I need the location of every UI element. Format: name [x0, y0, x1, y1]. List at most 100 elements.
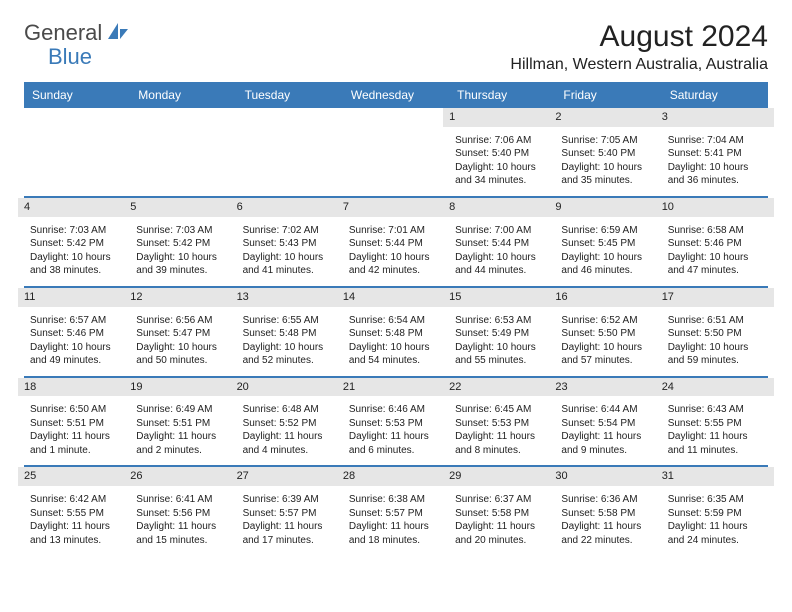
day-cell: Sunrise: 6:42 AMSunset: 5:55 PMDaylight:…	[24, 489, 130, 555]
day-header: Thursday	[449, 82, 555, 108]
day-cell: Sunrise: 6:46 AMSunset: 5:53 PMDaylight:…	[343, 399, 449, 466]
daylight-text: Daylight: 10 hours	[30, 251, 124, 265]
day-cell: Sunrise: 7:04 AMSunset: 5:41 PMDaylight:…	[662, 130, 768, 197]
day-number-cell: 28	[343, 466, 449, 489]
day-number: 14	[337, 288, 455, 307]
day-number: 26	[124, 467, 242, 486]
daylight-text: and 36 minutes.	[668, 174, 762, 188]
day-cell: Sunrise: 6:43 AMSunset: 5:55 PMDaylight:…	[662, 399, 768, 466]
sunrise-text: Sunrise: 7:06 AM	[455, 134, 549, 148]
day-number-cell: 14	[343, 287, 449, 310]
daylight-text: Daylight: 11 hours	[243, 430, 337, 444]
sunset-text: Sunset: 5:46 PM	[30, 327, 124, 341]
daylight-text: Daylight: 11 hours	[136, 520, 230, 534]
day-number: 22	[443, 378, 561, 397]
day-number: 21	[337, 378, 455, 397]
sunrise-text: Sunrise: 6:54 AM	[349, 314, 443, 328]
month-title: August 2024	[510, 20, 768, 54]
day-number-cell: 13	[237, 287, 343, 310]
day-number: 3	[656, 108, 774, 127]
daylight-text: and 13 minutes.	[30, 534, 124, 548]
daylight-text: and 34 minutes.	[455, 174, 549, 188]
sail-icon	[106, 21, 130, 46]
day-cell: Sunrise: 6:54 AMSunset: 5:48 PMDaylight:…	[343, 310, 449, 377]
daylight-text: Daylight: 10 hours	[561, 161, 655, 175]
daylight-text: Daylight: 11 hours	[349, 520, 443, 534]
day-cell	[343, 130, 449, 197]
daylight-text: Daylight: 10 hours	[349, 251, 443, 265]
day-header: Tuesday	[237, 82, 343, 108]
calendar-table: SundayMondayTuesdayWednesdayThursdayFrid…	[24, 82, 768, 555]
sunset-text: Sunset: 5:58 PM	[455, 507, 549, 521]
day-number-cell: 21	[343, 377, 449, 400]
sunset-text: Sunset: 5:40 PM	[561, 147, 655, 161]
day-number-cell: 31	[662, 466, 768, 489]
day-number: 1	[443, 108, 561, 127]
daylight-text: Daylight: 11 hours	[455, 430, 549, 444]
day-cell: Sunrise: 6:36 AMSunset: 5:58 PMDaylight:…	[555, 489, 661, 555]
daylight-text: Daylight: 10 hours	[136, 341, 230, 355]
daylight-text: and 42 minutes.	[349, 264, 443, 278]
sunrise-text: Sunrise: 6:56 AM	[136, 314, 230, 328]
sunrise-text: Sunrise: 7:03 AM	[30, 224, 124, 238]
sunset-text: Sunset: 5:52 PM	[243, 417, 337, 431]
daylight-text: Daylight: 11 hours	[30, 520, 124, 534]
day-number-cell: 30	[555, 466, 661, 489]
sunset-text: Sunset: 5:48 PM	[349, 327, 443, 341]
sunrise-text: Sunrise: 6:53 AM	[455, 314, 549, 328]
day-number: 13	[231, 288, 349, 307]
day-cell: Sunrise: 6:56 AMSunset: 5:47 PMDaylight:…	[130, 310, 236, 377]
sunrise-text: Sunrise: 6:41 AM	[136, 493, 230, 507]
daylight-text: Daylight: 11 hours	[561, 430, 655, 444]
day-cell: Sunrise: 7:00 AMSunset: 5:44 PMDaylight:…	[449, 220, 555, 287]
day-cell: Sunrise: 6:37 AMSunset: 5:58 PMDaylight:…	[449, 489, 555, 555]
sunrise-text: Sunrise: 6:50 AM	[30, 403, 124, 417]
day-number-cell: 2	[555, 108, 661, 130]
sunset-text: Sunset: 5:49 PM	[455, 327, 549, 341]
daylight-text: Daylight: 11 hours	[668, 430, 762, 444]
brand-part1: General	[24, 20, 102, 46]
day-cell: Sunrise: 7:06 AMSunset: 5:40 PMDaylight:…	[449, 130, 555, 197]
sunrise-text: Sunrise: 6:37 AM	[455, 493, 549, 507]
day-cell	[237, 130, 343, 197]
calendar-body: 123Sunrise: 7:06 AMSunset: 5:40 PMDaylig…	[24, 108, 768, 555]
daylight-text: and 6 minutes.	[349, 444, 443, 458]
day-number-cell	[130, 108, 236, 130]
day-number: 5	[124, 198, 242, 217]
day-number-cell: 17	[662, 287, 768, 310]
day-number-cell: 11	[24, 287, 130, 310]
day-number: 7	[337, 198, 455, 217]
day-number-cell: 1	[449, 108, 555, 130]
header: General August 2024 Hillman, Western Aus…	[24, 20, 768, 74]
daylight-text: and 50 minutes.	[136, 354, 230, 368]
day-number: 19	[124, 378, 242, 397]
day-number: 27	[231, 467, 349, 486]
sunrise-text: Sunrise: 6:57 AM	[30, 314, 124, 328]
day-cell: Sunrise: 6:41 AMSunset: 5:56 PMDaylight:…	[130, 489, 236, 555]
day-cell: Sunrise: 6:58 AMSunset: 5:46 PMDaylight:…	[662, 220, 768, 287]
day-number: 17	[656, 288, 774, 307]
day-number-cell: 5	[130, 197, 236, 220]
day-cell: Sunrise: 6:44 AMSunset: 5:54 PMDaylight:…	[555, 399, 661, 466]
sunset-text: Sunset: 5:57 PM	[243, 507, 337, 521]
day-cell: Sunrise: 7:02 AMSunset: 5:43 PMDaylight:…	[237, 220, 343, 287]
sunset-text: Sunset: 5:44 PM	[455, 237, 549, 251]
daylight-text: and 1 minute.	[30, 444, 124, 458]
sunset-text: Sunset: 5:42 PM	[136, 237, 230, 251]
day-number-cell: 12	[130, 287, 236, 310]
daylight-text: and 57 minutes.	[561, 354, 655, 368]
daylight-text: and 24 minutes.	[668, 534, 762, 548]
daylight-text: Daylight: 11 hours	[30, 430, 124, 444]
sunrise-text: Sunrise: 7:05 AM	[561, 134, 655, 148]
day-number-cell: 26	[130, 466, 236, 489]
sunset-text: Sunset: 5:45 PM	[561, 237, 655, 251]
daylight-text: Daylight: 11 hours	[349, 430, 443, 444]
title-block: August 2024 Hillman, Western Australia, …	[510, 20, 768, 74]
day-number-cell: 16	[555, 287, 661, 310]
daylight-text: and 4 minutes.	[243, 444, 337, 458]
day-number-cell	[343, 108, 449, 130]
day-cell: Sunrise: 7:03 AMSunset: 5:42 PMDaylight:…	[130, 220, 236, 287]
sunrise-text: Sunrise: 6:36 AM	[561, 493, 655, 507]
sunset-text: Sunset: 5:53 PM	[455, 417, 549, 431]
daylight-text: Daylight: 10 hours	[561, 341, 655, 355]
